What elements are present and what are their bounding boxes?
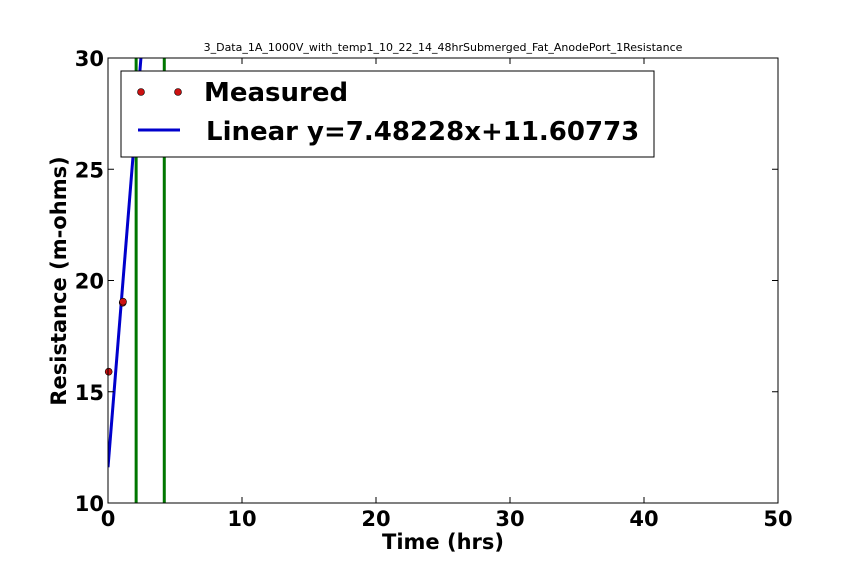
legend-measured-marker-1 — [137, 88, 145, 96]
x-tick-label: 20 — [361, 507, 390, 531]
linear-fit-line — [108, 58, 143, 468]
x-tick-label: 0 — [101, 507, 116, 531]
x-tick-label: 50 — [763, 507, 792, 531]
measured-point-1 — [104, 367, 113, 376]
legend-label-linear: Linear y=7.48228x+11.60773 — [206, 117, 639, 147]
x-axis-label: Time (hrs) — [382, 530, 504, 554]
legend-box — [120, 70, 655, 158]
y-tick-label: 10 — [75, 492, 104, 516]
legend-measured-marker-2 — [174, 88, 182, 96]
x-tick-label: 30 — [495, 507, 524, 531]
x-tick-label: 40 — [629, 507, 658, 531]
y-axis-label: Resistance (m-ohms) — [47, 156, 71, 405]
y-tick-label: 15 — [75, 381, 104, 405]
y-tick-label: 25 — [75, 158, 104, 182]
legend: Measured Linear y=7.48228x+11.60773 — [120, 70, 655, 158]
legend-label-measured: Measured — [204, 78, 348, 108]
y-tick-label: 30 — [75, 47, 104, 71]
x-tick-label: 10 — [227, 507, 256, 531]
chart-title: 3_Data_1A_1000V_with_temp1_10_22_14_48hr… — [204, 41, 683, 54]
measured-point-3 — [119, 297, 127, 306]
y-tick-label: 20 — [75, 270, 104, 294]
